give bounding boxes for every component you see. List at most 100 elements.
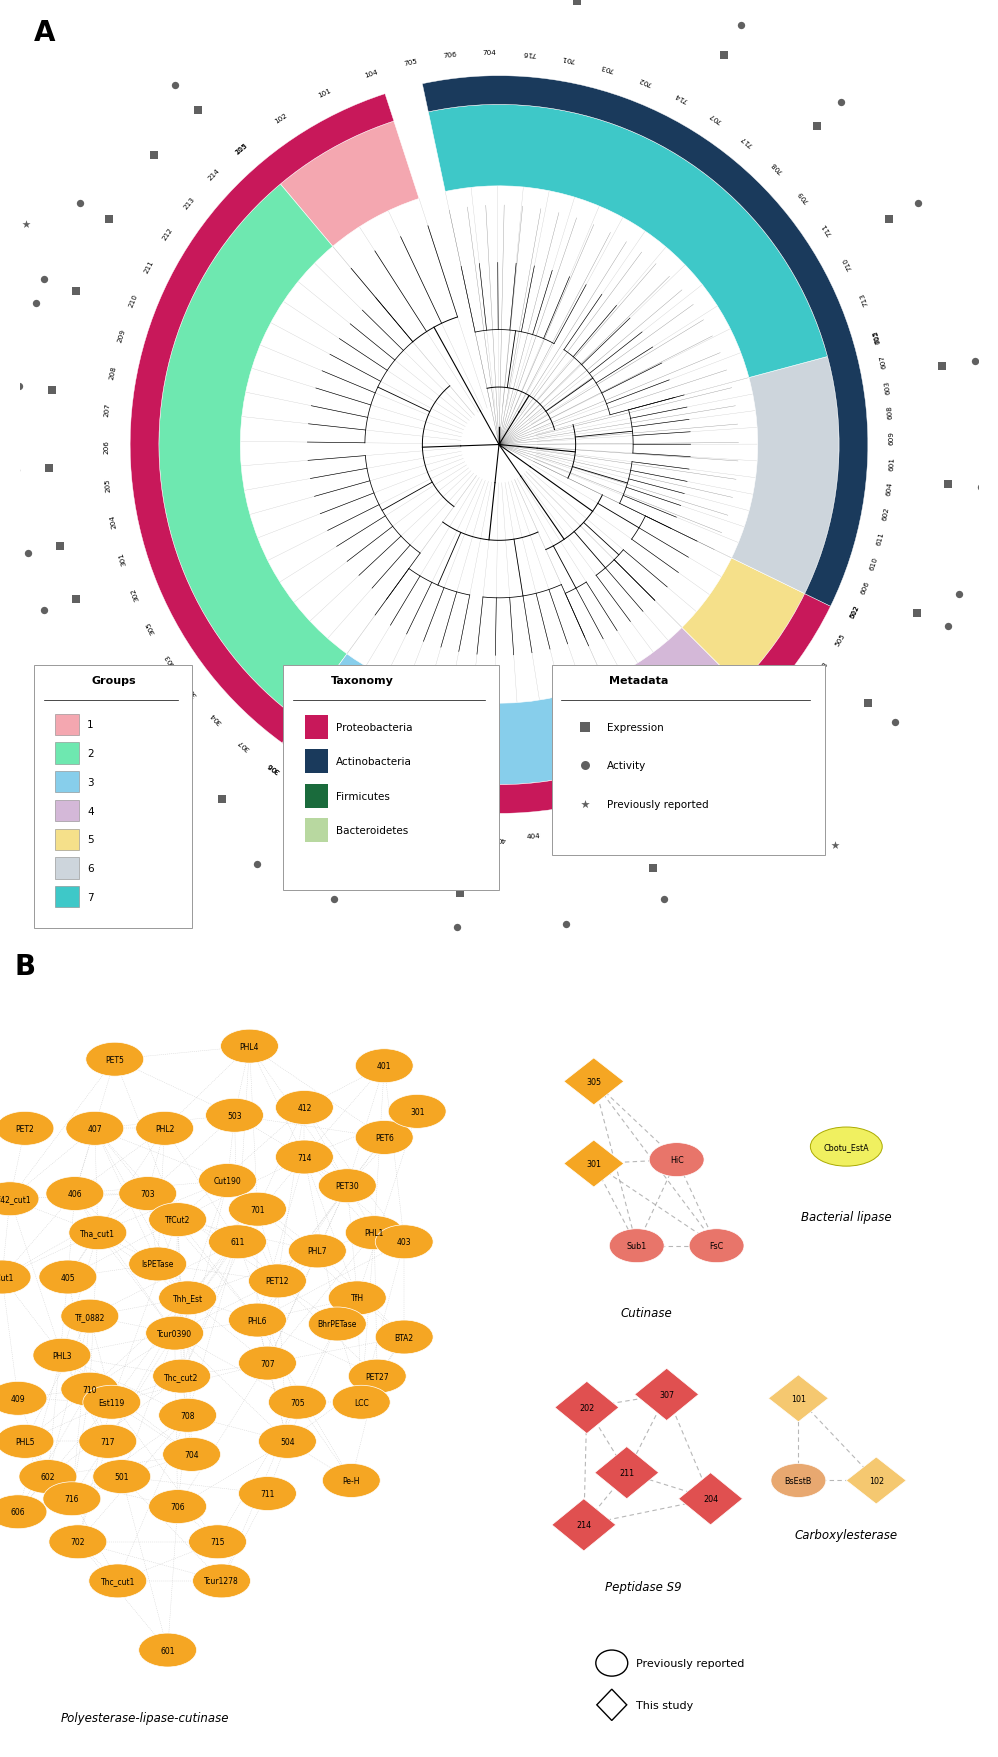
Text: 409: 409	[11, 1393, 25, 1404]
Text: Bacterial lipase: Bacterial lipase	[801, 1211, 891, 1223]
Point	[939, 471, 955, 499]
Point	[170, 842, 186, 870]
Text: PHL1: PHL1	[364, 1228, 384, 1237]
Polygon shape	[597, 1688, 627, 1720]
Text: 215: 215	[234, 142, 249, 156]
Text: 603: 603	[883, 380, 891, 394]
Point	[833, 90, 849, 118]
Text: Actinobacteria: Actinobacteria	[336, 757, 412, 766]
Text: 606: 606	[859, 580, 870, 596]
Ellipse shape	[328, 1281, 386, 1314]
Bar	[56, 829, 80, 850]
Ellipse shape	[89, 1564, 147, 1597]
Text: Cbotu_EstA: Cbotu_EstA	[823, 1142, 869, 1151]
Text: 306: 306	[266, 761, 281, 773]
Ellipse shape	[149, 1490, 207, 1523]
FancyBboxPatch shape	[552, 666, 824, 856]
Ellipse shape	[249, 1265, 306, 1298]
Point	[452, 880, 468, 908]
Bar	[56, 715, 80, 736]
Text: Sub1: Sub1	[627, 1242, 647, 1251]
Text: 303: 303	[164, 652, 177, 668]
Point	[887, 708, 903, 736]
Point	[18, 211, 34, 239]
Ellipse shape	[163, 1437, 221, 1472]
Text: TfH: TfH	[350, 1293, 364, 1302]
Text: 704: 704	[482, 49, 496, 56]
Text: 702: 702	[71, 1537, 85, 1546]
Text: 715: 715	[211, 1537, 225, 1546]
Text: Bacteroidetes: Bacteroidetes	[336, 826, 408, 836]
Point	[809, 112, 825, 141]
Text: 212: 212	[162, 227, 175, 241]
Ellipse shape	[153, 1360, 211, 1393]
Text: 710: 710	[83, 1385, 97, 1393]
Text: 211: 211	[619, 1469, 635, 1478]
Text: PHL2: PHL2	[155, 1124, 175, 1133]
Text: 716: 716	[65, 1495, 79, 1504]
Text: 713: 713	[858, 292, 869, 307]
Text: 503: 503	[228, 1110, 242, 1121]
Ellipse shape	[61, 1372, 119, 1406]
Ellipse shape	[209, 1225, 266, 1260]
Ellipse shape	[119, 1177, 177, 1211]
Text: 206: 206	[103, 441, 109, 453]
Ellipse shape	[129, 1247, 187, 1281]
Text: Previously reported: Previously reported	[636, 1659, 745, 1667]
Polygon shape	[846, 1457, 906, 1504]
Text: Est119: Est119	[99, 1399, 125, 1407]
Wedge shape	[280, 121, 419, 248]
Point	[52, 532, 68, 560]
Polygon shape	[564, 1140, 624, 1188]
Text: 610: 610	[868, 555, 878, 571]
Text: 209: 209	[117, 329, 127, 344]
Text: 301: 301	[410, 1107, 424, 1116]
Ellipse shape	[193, 1564, 250, 1597]
Ellipse shape	[69, 1216, 127, 1249]
Text: 402: 402	[658, 796, 673, 806]
Point	[101, 206, 117, 234]
Ellipse shape	[0, 1495, 47, 1529]
Text: 2: 2	[87, 748, 94, 759]
Point	[577, 713, 593, 741]
Text: 612: 612	[849, 604, 861, 618]
Text: 505: 505	[834, 633, 846, 648]
Ellipse shape	[0, 1182, 39, 1216]
Polygon shape	[595, 1446, 659, 1499]
Text: 301: 301	[118, 550, 128, 566]
Ellipse shape	[146, 1316, 204, 1351]
Wedge shape	[727, 685, 759, 719]
Text: 714: 714	[297, 1153, 311, 1161]
Text: 409: 409	[357, 808, 372, 819]
Text: 703: 703	[141, 1189, 155, 1198]
Polygon shape	[552, 1499, 616, 1551]
Text: 7: 7	[87, 893, 94, 903]
Ellipse shape	[66, 1112, 124, 1146]
Text: Tf_0882: Tf_0882	[75, 1312, 105, 1321]
Text: TfCut2: TfCut2	[165, 1216, 191, 1225]
Text: Peptidase S9: Peptidase S9	[606, 1580, 682, 1594]
Ellipse shape	[288, 1233, 346, 1269]
Point	[881, 206, 897, 234]
Point	[68, 585, 84, 613]
Point	[190, 97, 206, 125]
Point	[860, 689, 876, 717]
Text: 605: 605	[872, 330, 881, 344]
Wedge shape	[299, 654, 638, 785]
Text: BhrPETase: BhrPETase	[317, 1320, 357, 1328]
Text: 305: 305	[145, 620, 157, 634]
Text: Firmicutes: Firmicutes	[336, 791, 390, 801]
Text: 104: 104	[363, 69, 378, 79]
Bar	[304, 784, 328, 808]
Ellipse shape	[689, 1230, 744, 1263]
Wedge shape	[422, 77, 868, 606]
Ellipse shape	[19, 1460, 77, 1493]
Text: PET6: PET6	[375, 1133, 393, 1142]
Point	[717, 42, 733, 70]
Text: 702: 702	[638, 76, 653, 86]
Text: 407: 407	[88, 1124, 102, 1133]
Ellipse shape	[375, 1225, 433, 1260]
Text: HiC: HiC	[670, 1156, 684, 1165]
Text: PHL5: PHL5	[15, 1437, 35, 1446]
Wedge shape	[732, 357, 839, 594]
